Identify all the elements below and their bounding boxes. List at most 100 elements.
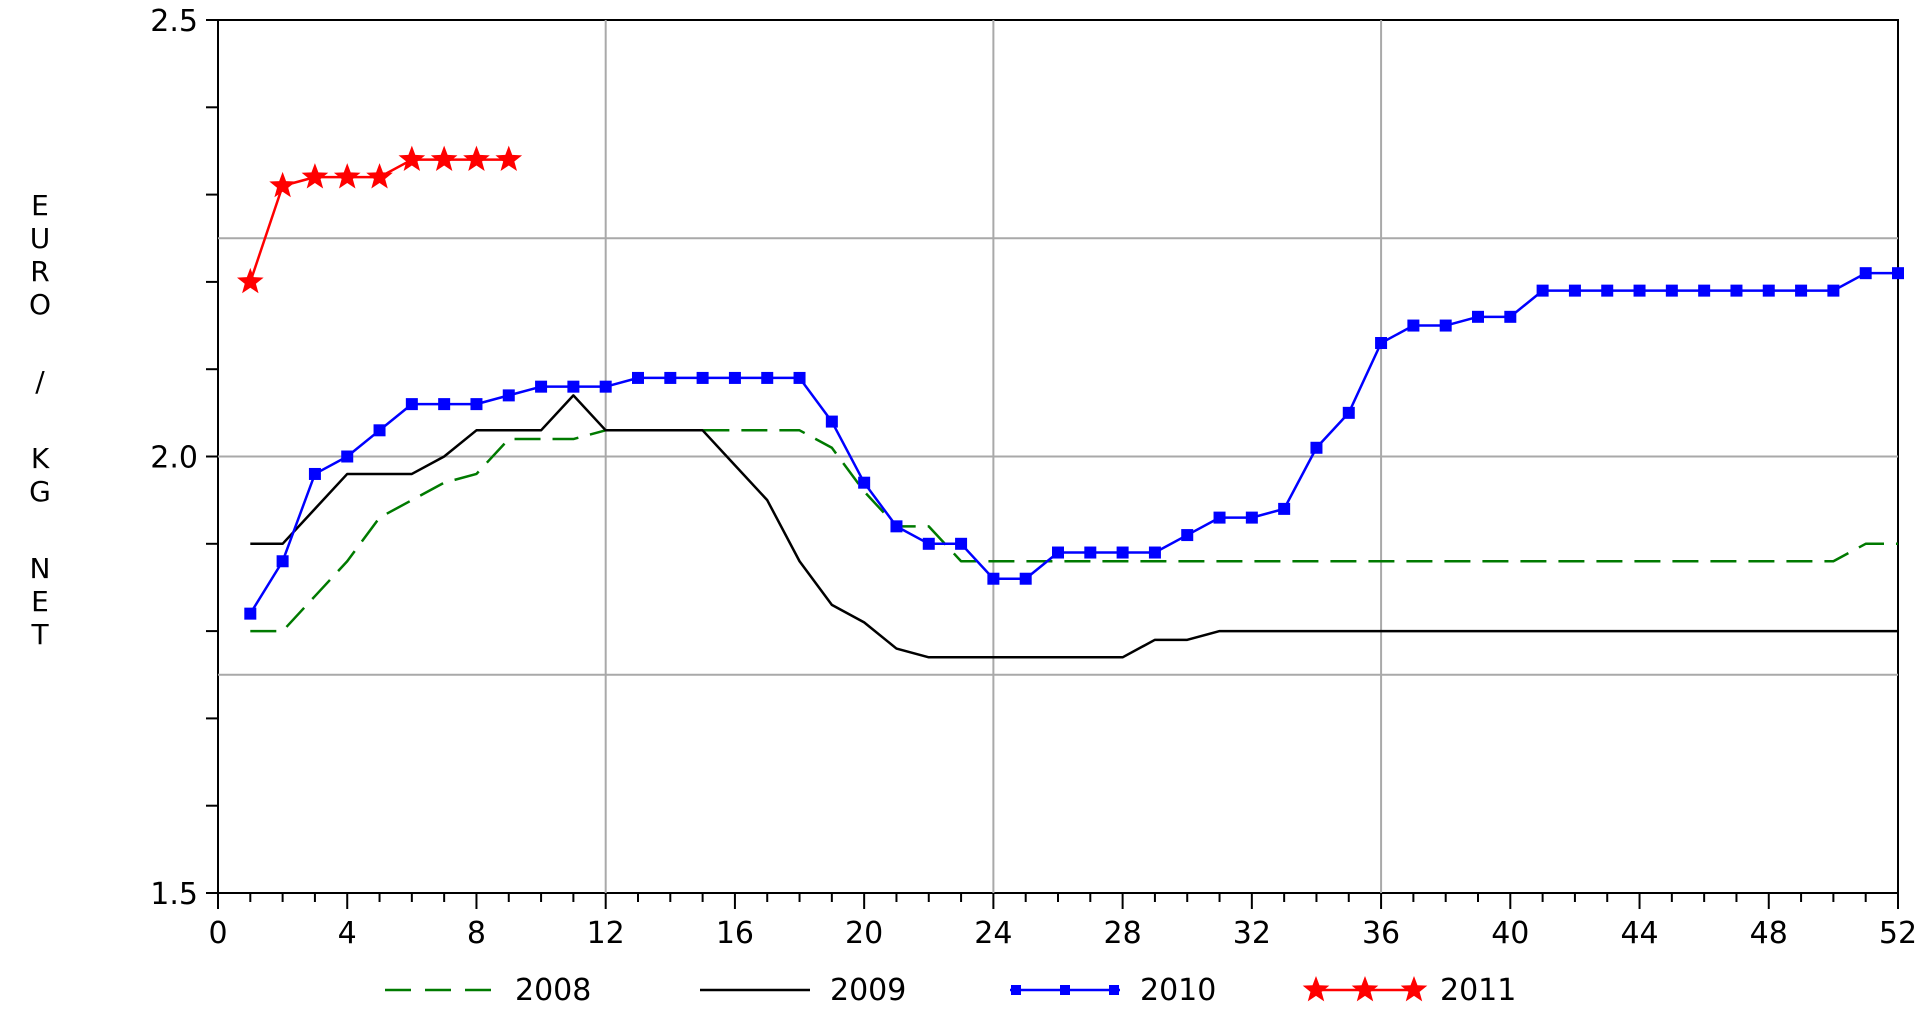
data-point-2010 [1504, 310, 1517, 323]
data-point-2010 [696, 371, 709, 384]
data-point-2010 [1245, 511, 1258, 524]
legend-item-2011: 2011 [1302, 973, 1516, 1008]
data-point-2011 [398, 145, 426, 172]
series-line-2010 [249, 271, 1898, 615]
legend-label-2008: 2008 [515, 973, 591, 1008]
legend-label-2010: 2010 [1140, 973, 1216, 1008]
data-point-2010 [858, 476, 871, 489]
data-point-2010 [1665, 284, 1678, 297]
data-point-2010 [1762, 284, 1775, 297]
data-point-2010 [599, 380, 612, 393]
x-tick-label: 12 [587, 916, 625, 951]
y-axis-label-char: N [30, 552, 51, 585]
x-tick-label: 36 [1362, 916, 1400, 951]
y-axis-label-char: G [29, 475, 51, 508]
y-axis-label-char: K [31, 442, 50, 475]
data-point-2010 [1019, 572, 1032, 585]
y-axis-label-char: E [31, 189, 49, 222]
data-point-2010 [1181, 529, 1194, 542]
legend-marker-2011 [1400, 976, 1428, 1002]
y-axis-label-char: E [31, 585, 49, 618]
x-tick-label: 4 [338, 916, 357, 951]
y-tick-label: 1.5 [150, 877, 198, 912]
x-tick-label: 40 [1491, 916, 1529, 951]
data-point-2010 [1892, 267, 1904, 280]
data-point-2010 [761, 371, 774, 384]
series-line-2009 [250, 394, 1898, 659]
data-point-2010 [1084, 546, 1097, 559]
grid [218, 20, 1898, 893]
data-point-2010 [1633, 284, 1646, 297]
data-point-2010 [1052, 546, 1064, 559]
data-point-2010 [567, 380, 580, 393]
series-line-2008 [250, 429, 1898, 633]
series-2008 [250, 429, 1898, 633]
data-point-2010 [1148, 546, 1161, 559]
x-tick-label: 20 [845, 916, 883, 951]
series-group [236, 145, 1904, 659]
data-point-2010 [825, 415, 838, 428]
data-point-2010 [438, 398, 451, 411]
data-point-2011 [236, 267, 264, 294]
data-point-2010 [1859, 267, 1872, 280]
data-point-2011 [301, 163, 329, 189]
series-2011 [236, 145, 523, 294]
data-point-2010 [1601, 284, 1614, 297]
legend-label-2011: 2011 [1440, 973, 1516, 1008]
data-point-2010 [502, 389, 515, 402]
data-point-2010 [1730, 284, 1743, 297]
legend-item-2009: 2009 [700, 973, 906, 1008]
data-point-2010 [1568, 284, 1581, 297]
x-tick-label: 16 [716, 916, 754, 951]
legend-item-2010: 2010 [1010, 973, 1216, 1008]
data-point-2010 [1278, 502, 1291, 515]
y-tick-label: 2.5 [150, 4, 198, 39]
data-point-2010 [405, 398, 418, 411]
y-axis-label-char: O [29, 288, 51, 321]
y-axis-label-char: / [35, 365, 45, 398]
x-tick-label: 32 [1233, 916, 1271, 951]
series-2009 [250, 394, 1898, 659]
y-axis-label-char: T [30, 618, 49, 651]
data-point-2010 [1310, 441, 1323, 454]
data-point-2010 [1795, 284, 1808, 297]
data-point-2010 [1116, 546, 1129, 559]
data-point-2010 [1407, 319, 1420, 332]
axes: 1.52.02.50 4 8 12 16 20 24 28 32 36 40 44 48 52 [150, 4, 1917, 951]
data-point-2010 [987, 572, 1000, 585]
data-point-2011 [366, 163, 393, 189]
data-point-2010 [890, 520, 903, 533]
data-point-2010 [632, 371, 644, 384]
x-tick-label: 0 [208, 916, 227, 951]
series-2010 [244, 267, 1904, 620]
legend-marker-2010 [1109, 985, 1119, 995]
data-point-2011 [495, 145, 523, 172]
data-point-2011 [333, 163, 361, 189]
data-point-2010 [664, 371, 677, 384]
data-point-2010 [922, 537, 935, 550]
x-tick-label: 24 [974, 916, 1012, 951]
data-point-2010 [244, 607, 257, 620]
data-point-2010 [1439, 319, 1452, 332]
data-point-2010 [1472, 310, 1484, 323]
legend-label-2009: 2009 [830, 973, 906, 1008]
data-point-2010 [276, 555, 289, 568]
y-tick-label: 2.0 [150, 441, 198, 476]
x-tick-label: 52 [1879, 916, 1917, 951]
data-point-2010 [373, 424, 386, 437]
legend-marker-2011 [1351, 976, 1379, 1002]
x-tick-label: 28 [1104, 916, 1142, 951]
x-tick-label: 48 [1750, 916, 1788, 951]
data-point-2010 [793, 371, 806, 384]
data-point-2010 [1342, 406, 1355, 419]
data-point-2010 [1375, 337, 1388, 350]
data-point-2010 [728, 371, 741, 384]
x-tick-label: 8 [467, 916, 486, 951]
data-point-2010 [1536, 284, 1549, 297]
data-point-2011 [269, 171, 296, 198]
data-point-2010 [1213, 511, 1226, 524]
x-tick-label: 44 [1620, 916, 1658, 951]
data-point-2011 [463, 145, 490, 172]
